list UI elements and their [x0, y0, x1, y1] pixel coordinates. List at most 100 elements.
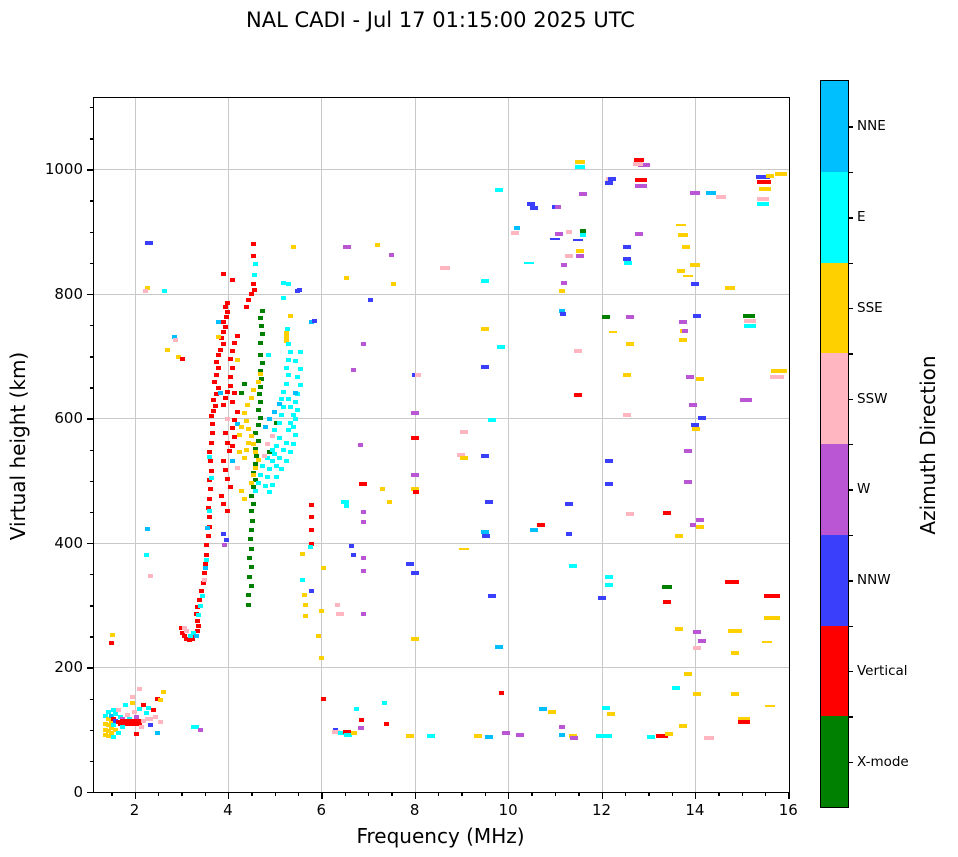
scatter-point — [274, 464, 280, 469]
x-minor-tick — [157, 792, 160, 796]
scatter-point — [410, 570, 419, 575]
scatter-point — [693, 645, 702, 650]
scatter-point — [189, 636, 195, 641]
scatter-point — [693, 692, 702, 697]
scatter-point — [220, 271, 226, 276]
scatter-point — [564, 502, 573, 507]
scatter-point — [688, 402, 697, 407]
scatter-point — [527, 201, 536, 206]
y-major-tick — [87, 418, 94, 420]
scatter-point — [646, 735, 655, 740]
scatter-point — [227, 449, 233, 454]
y-major-tick — [87, 792, 94, 794]
scatter-point — [515, 732, 524, 737]
scatter-point — [213, 392, 219, 397]
scatter-point — [253, 478, 259, 483]
gridline-x — [508, 98, 510, 792]
scatter-point — [308, 544, 314, 549]
scatter-point — [171, 335, 177, 340]
scatter-point — [106, 728, 112, 733]
scatter-point — [269, 448, 275, 453]
scatter-point — [253, 431, 259, 436]
scatter-point — [246, 298, 252, 303]
scatter-point — [184, 629, 190, 634]
scatter-point — [269, 459, 275, 464]
scatter-point — [262, 484, 268, 489]
scatter-point — [579, 228, 586, 233]
scatter-point — [410, 473, 419, 478]
x-major-tick — [694, 792, 697, 799]
scatter-point — [143, 289, 149, 294]
colorbar-label-e: E — [857, 209, 866, 226]
scatter-point — [144, 717, 153, 722]
scatter-point — [529, 528, 538, 533]
scatter-point — [267, 466, 273, 471]
scatter-point — [511, 230, 520, 235]
scatter-point — [411, 373, 418, 378]
scatter-point — [247, 537, 253, 542]
scatter-point — [756, 196, 769, 201]
scatter-point — [228, 356, 234, 361]
scatter-point — [180, 630, 186, 635]
x-major-tick — [414, 792, 417, 799]
scatter-point — [205, 506, 211, 511]
scatter-point — [258, 400, 264, 405]
scatter-point — [288, 350, 294, 355]
scatter-point — [211, 398, 217, 403]
x-minor-tick — [111, 792, 113, 796]
scatter-point — [106, 716, 112, 721]
scatter-point — [258, 473, 264, 478]
scatter-point — [202, 562, 208, 567]
scatter-point — [122, 703, 128, 708]
scatter-point — [367, 298, 373, 303]
scatter-point — [391, 282, 397, 287]
scatter-point — [141, 719, 147, 723]
scatter-point — [359, 482, 368, 487]
scatter-point — [350, 731, 357, 736]
gridline-x — [414, 98, 416, 792]
scatter-point — [230, 400, 236, 405]
scatter-point — [251, 501, 257, 506]
scatter-point — [576, 253, 585, 258]
scatter-point — [604, 575, 613, 580]
scatter-point — [258, 341, 264, 346]
scatter-point — [379, 487, 385, 492]
scatter-point — [413, 489, 420, 494]
scatter-point — [110, 707, 116, 712]
colorbar-boundary-tick — [848, 171, 853, 174]
scatter-point — [321, 696, 327, 701]
scatter-point — [120, 719, 145, 723]
x-major-tick — [788, 792, 790, 799]
scatter-point — [244, 448, 250, 453]
scatter-point — [248, 546, 254, 551]
scatter-point — [349, 544, 355, 549]
scatter-point — [230, 426, 236, 431]
scatter-point — [742, 313, 755, 318]
y-minor-tick — [90, 262, 94, 265]
colorbar-segment-nnw — [821, 534, 848, 626]
scatter-point — [574, 348, 583, 353]
scatter-point — [675, 224, 686, 227]
colorbar-segment-nne — [821, 81, 848, 172]
scatter-point — [414, 373, 421, 378]
x-minor-tick — [181, 792, 183, 796]
x-minor-tick — [624, 792, 627, 796]
scatter-point — [564, 254, 573, 259]
scatter-point — [260, 331, 266, 336]
scatter-point — [604, 180, 613, 185]
colorbar-center-tick — [848, 761, 853, 764]
scatter-point — [555, 232, 564, 237]
scatter-point — [144, 527, 150, 532]
scatter-point — [285, 327, 291, 332]
scatter-point — [623, 412, 632, 417]
scatter-point — [480, 326, 489, 331]
scatter-point — [246, 440, 252, 445]
scatter-point — [113, 728, 119, 733]
scatter-point — [230, 459, 236, 464]
scatter-point — [602, 314, 611, 319]
scatter-point — [283, 459, 289, 464]
x-tick-label: 14 — [685, 801, 705, 819]
x-minor-tick — [461, 792, 463, 796]
scatter-point — [218, 493, 224, 498]
scatter-point — [110, 723, 116, 728]
